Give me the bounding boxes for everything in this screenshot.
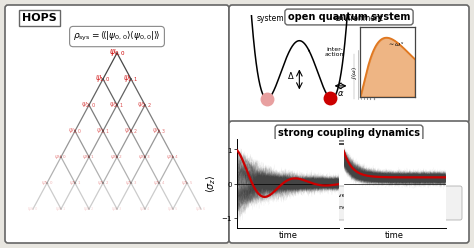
Text: $\langle\psi_{0,0}|\sigma_z|\psi_{0,0}\rangle$: $\langle\psi_{0,0}|\sigma_z|\psi_{0,0}\r… [382,205,421,215]
Text: $\psi_{3,1}$: $\psi_{3,1}$ [96,126,110,135]
Text: $\psi_{6,2}$: $\psi_{6,2}$ [83,205,95,213]
Text: $\psi_{5,4}$: $\psi_{5,4}$ [153,179,165,187]
Text: $\psi_{2,0}$: $\psi_{2,0}$ [82,100,97,109]
Text: $\psi_{6,6}$: $\psi_{6,6}$ [195,205,207,213]
X-axis label: time: time [278,231,298,240]
Text: $J(\omega)$: $J(\omega)$ [350,66,359,79]
Text: $\psi_{5,5}$: $\psi_{5,5}$ [181,179,193,187]
Text: $\psi_{5,0}$: $\psi_{5,0}$ [41,179,53,187]
Y-axis label: $\langle \sigma_z \rangle$: $\langle \sigma_z \rangle$ [205,174,219,193]
Text: $\psi_{3,2}$: $\psi_{3,2}$ [124,126,138,135]
Text: $\psi_{0,0}$: $\psi_{0,0}$ [109,48,126,58]
Text: system: system [256,14,284,23]
Text: $\psi_{3,0}$: $\psi_{3,0}$ [68,126,82,135]
Text: $\sim\omega^s$: $\sim\omega^s$ [387,40,405,49]
Text: $\psi_{4,3}$: $\psi_{4,3}$ [138,153,152,161]
Text: $\psi_{6,0}$: $\psi_{6,0}$ [27,205,39,213]
Text: $\psi_{3,3}$: $\psi_{3,3}$ [152,126,166,135]
Text: $\psi_{5,2}$: $\psi_{5,2}$ [97,179,109,187]
Text: single trajectory:: single trajectory: [334,205,389,210]
FancyBboxPatch shape [229,5,469,123]
Text: open quantum system: open quantum system [288,12,410,22]
Text: $\psi_{5,3}$: $\psi_{5,3}$ [125,179,137,187]
Text: $\psi_{1,1}$: $\psi_{1,1}$ [123,74,139,84]
Text: environment: environment [335,14,383,23]
Text: HOPS: HOPS [22,13,57,23]
FancyBboxPatch shape [229,121,469,243]
Text: $\psi_{4,1}$: $\psi_{4,1}$ [82,153,96,161]
Text: $\psi_{6,3}$: $\psi_{6,3}$ [111,205,123,213]
Text: strong coupling dynamics: strong coupling dynamics [278,128,420,138]
FancyBboxPatch shape [5,5,229,243]
Text: $\Delta$: $\Delta$ [287,70,295,81]
X-axis label: time: time [385,231,404,240]
Text: $\psi_{6,4}$: $\psi_{6,4}$ [139,205,151,213]
FancyBboxPatch shape [328,186,462,220]
Text: inter-
action: inter- action [325,47,344,58]
Text: average:: average: [334,193,364,198]
Text: $\psi_{2,1}$: $\psi_{2,1}$ [109,100,125,109]
Text: $\psi_{5,1}$: $\psi_{5,1}$ [69,179,81,187]
Text: $\psi_{2,2}$: $\psi_{2,2}$ [137,100,153,109]
Text: $\psi_{1,0}$: $\psi_{1,0}$ [95,74,111,84]
Text: $\psi_{4,4}$: $\psi_{4,4}$ [166,153,180,161]
Text: $\psi_{6,5}$: $\psi_{6,5}$ [167,205,179,213]
Text: $\psi_{4,0}$: $\psi_{4,0}$ [55,153,68,161]
Text: $\rho_{\rm sys} = \langle\!\langle |\psi_{0,0}\rangle\langle\psi_{0,0}| \rangle\: $\rho_{\rm sys} = \langle\!\langle |\psi… [73,30,161,43]
Text: ${\rm Tr}\sigma_z\rho_{\rm sys}$: ${\rm Tr}\sigma_z\rho_{\rm sys}$ [365,193,391,203]
Text: $\psi_{4,2}$: $\psi_{4,2}$ [110,153,124,161]
Text: $\psi_{6,1}$: $\psi_{6,1}$ [55,205,67,213]
Text: $\alpha$: $\alpha$ [337,89,345,98]
Text: increasing $\alpha$: increasing $\alpha$ [329,128,378,141]
